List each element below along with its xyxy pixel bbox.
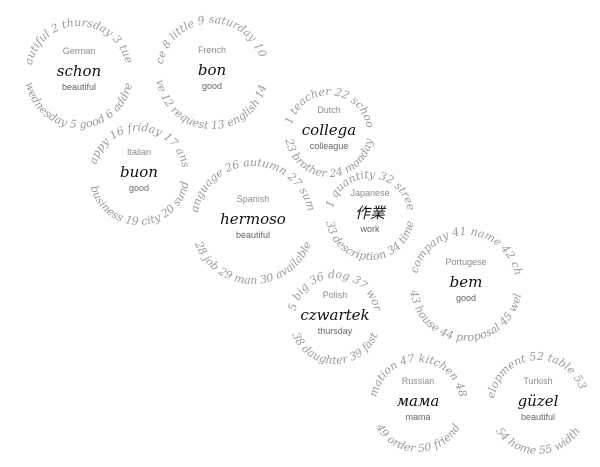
meaning-label: beautiful <box>62 82 96 92</box>
word-circle-polish: 35 big 36 dog 37 work38 daughter 39 fast… <box>0 0 384 367</box>
ring-words-bottom: 18 business 19 city 20 sunday <box>0 0 192 228</box>
word-circle-italian: 15 happy 16 friday 17 answer18 business … <box>0 0 192 228</box>
meaning-label: colleague <box>310 141 349 151</box>
language-label: Polish <box>323 290 348 300</box>
ring-words-top: 35 big 36 dog 37 work <box>0 0 384 313</box>
meaning-label: good <box>202 81 222 91</box>
meaning-label: good <box>456 293 476 303</box>
language-label: Portugese <box>445 257 486 267</box>
word-label: schon <box>57 62 101 80</box>
word-label: buon <box>120 163 158 181</box>
meaning-label: work <box>359 224 380 234</box>
language-label: Russian <box>402 376 435 386</box>
word-label: güzel <box>518 392 559 410</box>
word-label: 作業 <box>355 204 387 222</box>
meaning-label: mama <box>405 412 430 422</box>
language-label: German <box>63 46 96 56</box>
ring-words-top: 46 confirmation 47 kitchen 48 children <box>0 0 469 398</box>
language-label: French <box>198 45 226 55</box>
meaning-label: beautiful <box>521 412 555 422</box>
ring-words-bottom: 28 job 29 man 30 available <box>192 239 315 287</box>
language-label: Turkish <box>523 376 552 386</box>
meaning-label: beautiful <box>236 230 270 240</box>
language-label: Dutch <box>317 105 341 115</box>
ring-words-bottom: 54 home 55 width <box>493 425 583 457</box>
word-circle-spanish: 25 language 26 autumn 27 summer28 job 29… <box>0 0 318 287</box>
word-label: czwartek <box>300 306 369 324</box>
word-label: collega <box>302 121 356 139</box>
word-label: мама <box>397 392 440 410</box>
language-label: Japanese <box>350 188 389 198</box>
word-label: bon <box>198 61 226 79</box>
word-label: hermoso <box>220 210 286 228</box>
word-circle-german: 1 beautiful 2 thursday 3 tuesday4 wednes… <box>0 0 136 131</box>
word-label: bem <box>450 273 483 291</box>
language-label: Italian <box>127 147 151 157</box>
meaning-label: thursday <box>318 326 353 336</box>
ring-words-bottom: 49 order 50 friend <box>373 421 463 455</box>
language-label: Spanish <box>237 194 270 204</box>
meaning-label: good <box>129 183 149 193</box>
